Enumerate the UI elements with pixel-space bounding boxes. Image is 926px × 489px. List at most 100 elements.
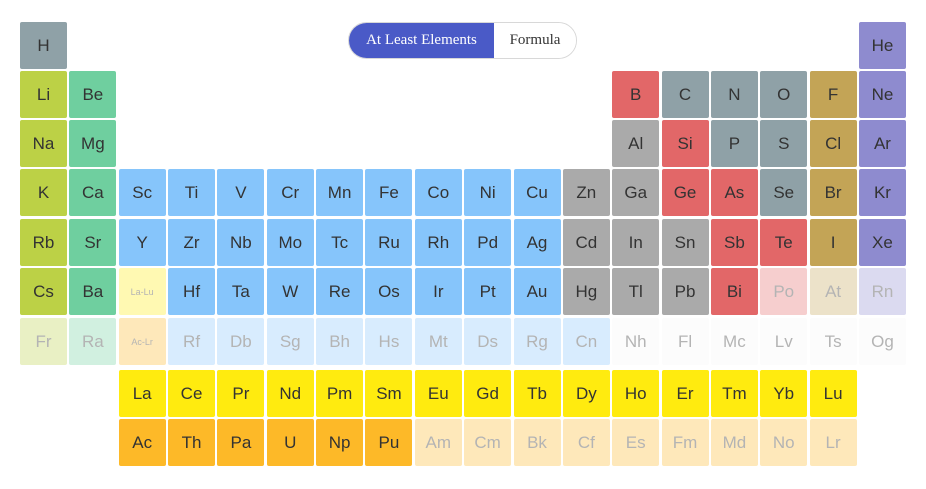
element-nh[interactable]: Nh (612, 318, 660, 365)
element-la-lu[interactable]: La-Lu (118, 268, 166, 315)
element-er[interactable]: Er (661, 370, 709, 417)
element-mt[interactable]: Mt (414, 318, 462, 365)
element-h[interactable]: H (20, 22, 67, 69)
element-fl[interactable]: Fl (661, 318, 709, 365)
element-dy[interactable]: Dy (562, 370, 610, 417)
element-na[interactable]: Na (20, 120, 67, 167)
element-rg[interactable]: Rg (513, 318, 561, 365)
element-re[interactable]: Re (316, 268, 364, 315)
element-mc[interactable]: Mc (710, 318, 758, 365)
element-gd[interactable]: Gd (464, 370, 512, 417)
element-cl[interactable]: Cl (809, 120, 857, 167)
element-cd[interactable]: Cd (562, 219, 610, 266)
element-la[interactable]: La (118, 370, 166, 417)
element-li[interactable]: Li (20, 71, 67, 118)
element-mg[interactable]: Mg (69, 120, 117, 167)
element-ca[interactable]: Ca (69, 169, 117, 216)
element-ra[interactable]: Ra (69, 318, 117, 365)
element-ac[interactable]: Ac (118, 419, 166, 466)
element-cf[interactable]: Cf (562, 419, 610, 466)
element-sb[interactable]: Sb (710, 219, 758, 266)
element-k[interactable]: K (20, 169, 67, 216)
element-ts[interactable]: Ts (809, 318, 857, 365)
element-ac-lr[interactable]: Ac-Lr (118, 318, 166, 365)
element-cr[interactable]: Cr (266, 169, 314, 216)
element-bk[interactable]: Bk (513, 419, 561, 466)
element-sn[interactable]: Sn (661, 219, 709, 266)
element-hg[interactable]: Hg (562, 268, 610, 315)
element-ag[interactable]: Ag (513, 219, 561, 266)
element-po[interactable]: Po (760, 268, 808, 315)
element-ir[interactable]: Ir (414, 268, 462, 315)
element-db[interactable]: Db (217, 318, 265, 365)
element-ge[interactable]: Ge (661, 169, 709, 216)
element-xe[interactable]: Xe (858, 219, 906, 266)
element-kr[interactable]: Kr (858, 169, 906, 216)
element-pd[interactable]: Pd (464, 219, 512, 266)
element-eu[interactable]: Eu (414, 370, 462, 417)
element-cn[interactable]: Cn (562, 318, 610, 365)
element-i[interactable]: I (809, 219, 857, 266)
element-sr[interactable]: Sr (69, 219, 117, 266)
element-fr[interactable]: Fr (20, 318, 67, 365)
element-y[interactable]: Y (118, 219, 166, 266)
element-br[interactable]: Br (809, 169, 857, 216)
element-w[interactable]: W (266, 268, 314, 315)
element-ru[interactable]: Ru (365, 219, 413, 266)
element-he[interactable]: He (858, 22, 906, 69)
element-n[interactable]: N (710, 71, 758, 118)
element-rf[interactable]: Rf (168, 318, 216, 365)
element-tb[interactable]: Tb (513, 370, 561, 417)
element-sc[interactable]: Sc (118, 169, 166, 216)
element-zn[interactable]: Zn (562, 169, 610, 216)
element-in[interactable]: In (612, 219, 660, 266)
element-ho[interactable]: Ho (612, 370, 660, 417)
element-ds[interactable]: Ds (464, 318, 512, 365)
element-ba[interactable]: Ba (69, 268, 117, 315)
element-tl[interactable]: Tl (612, 268, 660, 315)
element-sm[interactable]: Sm (365, 370, 413, 417)
element-os[interactable]: Os (365, 268, 413, 315)
element-pa[interactable]: Pa (217, 419, 265, 466)
element-ga[interactable]: Ga (612, 169, 660, 216)
element-np[interactable]: Np (316, 419, 364, 466)
element-v[interactable]: V (217, 169, 265, 216)
element-b[interactable]: B (612, 71, 660, 118)
element-pt[interactable]: Pt (464, 268, 512, 315)
element-lr[interactable]: Lr (809, 419, 857, 466)
element-ce[interactable]: Ce (168, 370, 216, 417)
element-c[interactable]: C (661, 71, 709, 118)
element-se[interactable]: Se (760, 169, 808, 216)
element-au[interactable]: Au (513, 268, 561, 315)
element-co[interactable]: Co (414, 169, 462, 216)
element-es[interactable]: Es (612, 419, 660, 466)
element-tc[interactable]: Tc (316, 219, 364, 266)
element-zr[interactable]: Zr (168, 219, 216, 266)
element-nb[interactable]: Nb (217, 219, 265, 266)
element-th[interactable]: Th (168, 419, 216, 466)
element-p[interactable]: P (710, 120, 758, 167)
element-sg[interactable]: Sg (266, 318, 314, 365)
element-fe[interactable]: Fe (365, 169, 413, 216)
element-ti[interactable]: Ti (168, 169, 216, 216)
element-fm[interactable]: Fm (661, 419, 709, 466)
element-mo[interactable]: Mo (266, 219, 314, 266)
element-s[interactable]: S (760, 120, 808, 167)
element-pb[interactable]: Pb (661, 268, 709, 315)
element-f[interactable]: F (809, 71, 857, 118)
element-no[interactable]: No (760, 419, 808, 466)
element-md[interactable]: Md (710, 419, 758, 466)
element-bi[interactable]: Bi (710, 268, 758, 315)
element-as[interactable]: As (710, 169, 758, 216)
element-at[interactable]: At (809, 268, 857, 315)
element-og[interactable]: Og (858, 318, 906, 365)
element-lv[interactable]: Lv (760, 318, 808, 365)
element-ta[interactable]: Ta (217, 268, 265, 315)
element-rb[interactable]: Rb (20, 219, 67, 266)
element-hf[interactable]: Hf (168, 268, 216, 315)
element-be[interactable]: Be (69, 71, 117, 118)
element-si[interactable]: Si (661, 120, 709, 167)
element-mn[interactable]: Mn (316, 169, 364, 216)
element-o[interactable]: O (760, 71, 808, 118)
element-bh[interactable]: Bh (316, 318, 364, 365)
